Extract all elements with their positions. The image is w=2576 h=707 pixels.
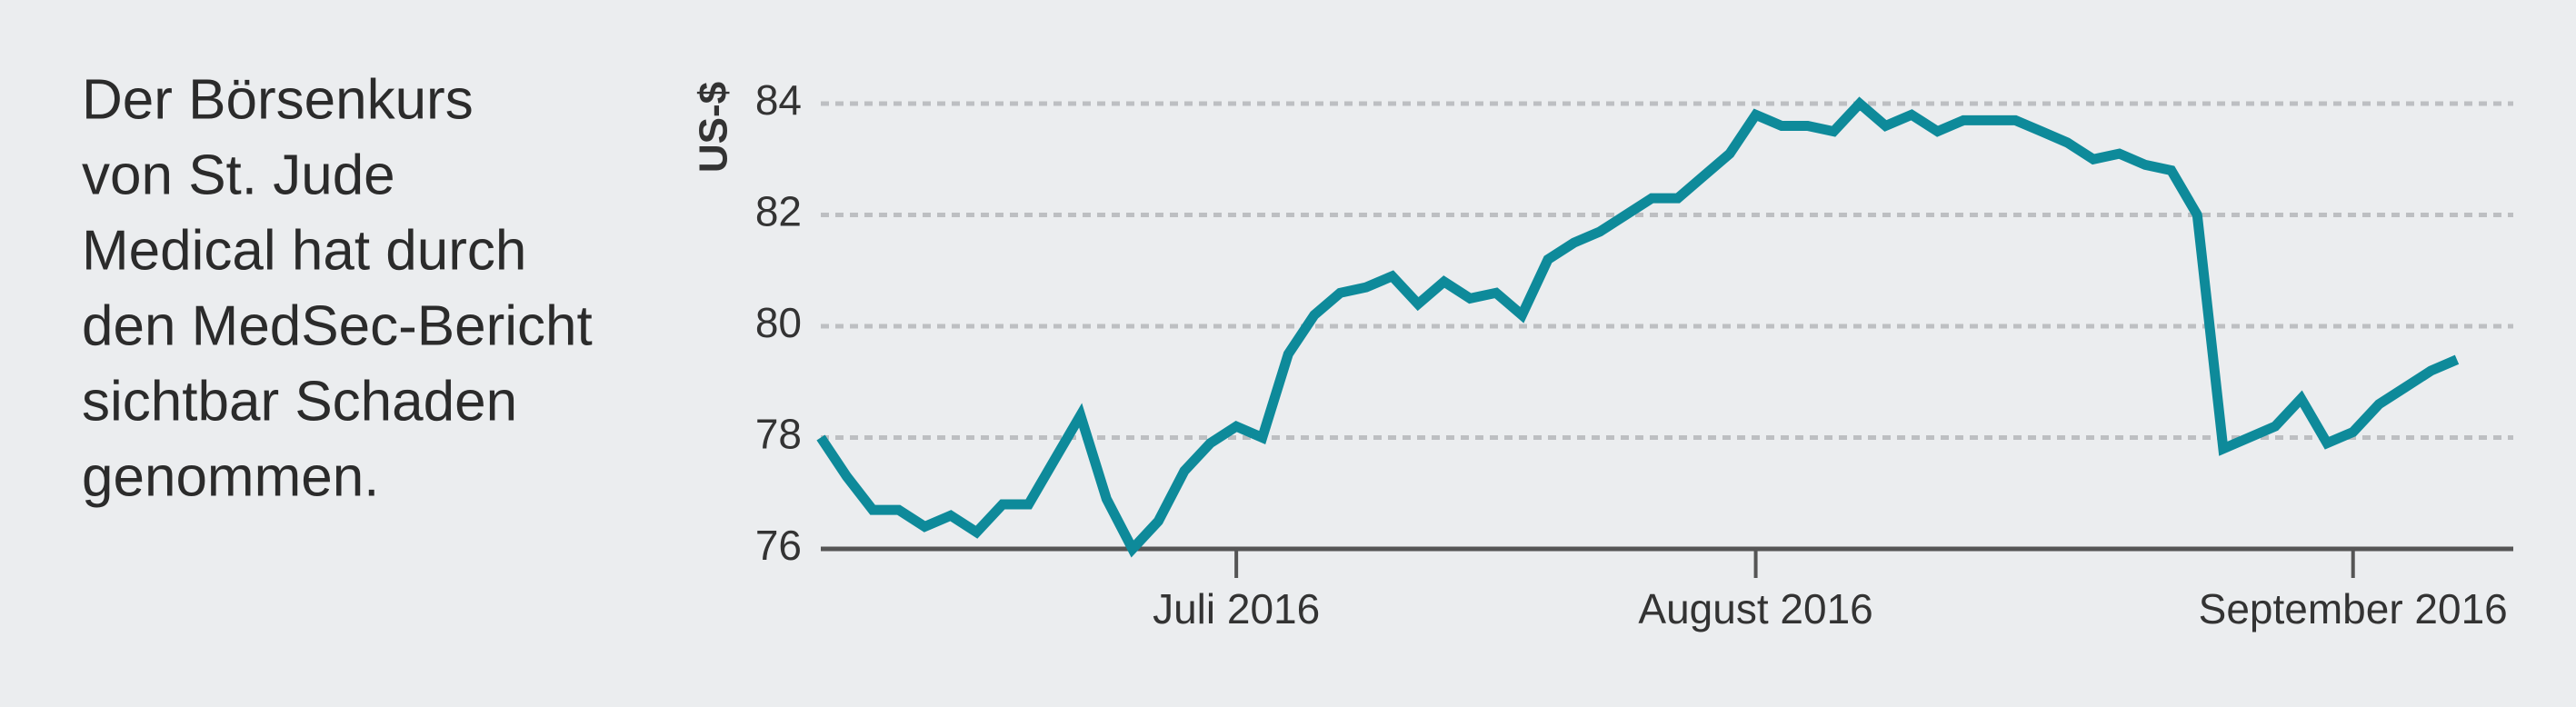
y-axis-label: US-$ xyxy=(692,82,736,173)
price-line xyxy=(816,96,2460,558)
description-line: den MedSec-Bericht xyxy=(82,294,593,357)
description-line: Medical hat durch xyxy=(82,219,526,282)
y-tick-label: 82 xyxy=(755,188,802,235)
y-tick-label: 84 xyxy=(755,76,802,124)
y-tick-label: 80 xyxy=(755,299,802,346)
description-line: sichtbar Schaden xyxy=(82,370,517,433)
y-tick-label: 78 xyxy=(755,411,802,458)
x-tick-label: September 2016 xyxy=(2199,585,2508,632)
description-line: Der Börsenkurs xyxy=(82,68,474,131)
y-tick-label: 76 xyxy=(755,522,802,569)
description-line: genommen. xyxy=(82,445,379,508)
x-tick-label: Juli 2016 xyxy=(1153,585,1320,632)
description-line: von St. Jude xyxy=(82,144,395,206)
x-tick-label: August 2016 xyxy=(1638,585,1872,632)
